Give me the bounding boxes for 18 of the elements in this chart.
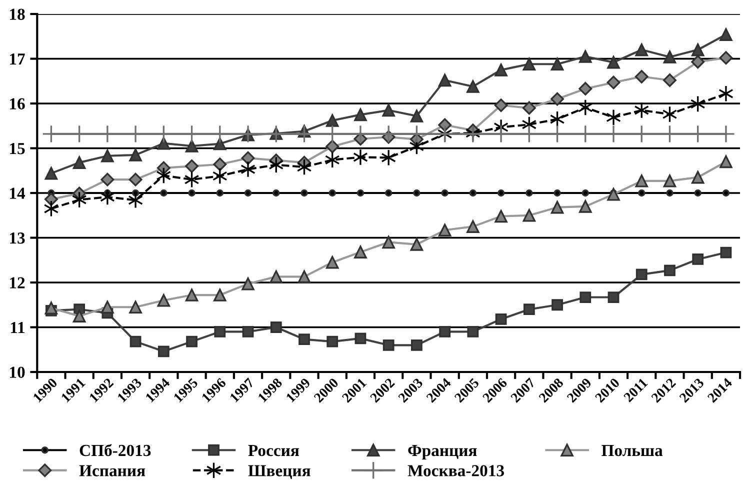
x-tick-label: 2011	[623, 378, 648, 402]
x-tick-label: 1991	[60, 378, 86, 403]
legend-label: Испания	[79, 465, 146, 476]
legend-label: Швеция	[248, 465, 310, 480]
y-tick-label: 14	[10, 188, 26, 199]
legend-label: Франция	[408, 445, 477, 460]
y-tick-label: 18	[10, 8, 25, 20]
legend-label: Россия	[248, 445, 299, 456]
y-tick-label: 17	[10, 54, 25, 65]
y-tick-label: 15	[10, 143, 25, 154]
y-tick-label: 16	[10, 98, 25, 110]
y-tick-label: 10	[10, 366, 25, 378]
legend-label: Москва-2013	[408, 465, 504, 476]
y-tick-label: 11	[10, 322, 24, 334]
y-tick-label: 12	[10, 277, 25, 288]
legend-label: СПб-2013	[80, 444, 151, 456]
legend-label: Польша	[602, 445, 663, 456]
y-tick-label: 13	[10, 232, 25, 244]
